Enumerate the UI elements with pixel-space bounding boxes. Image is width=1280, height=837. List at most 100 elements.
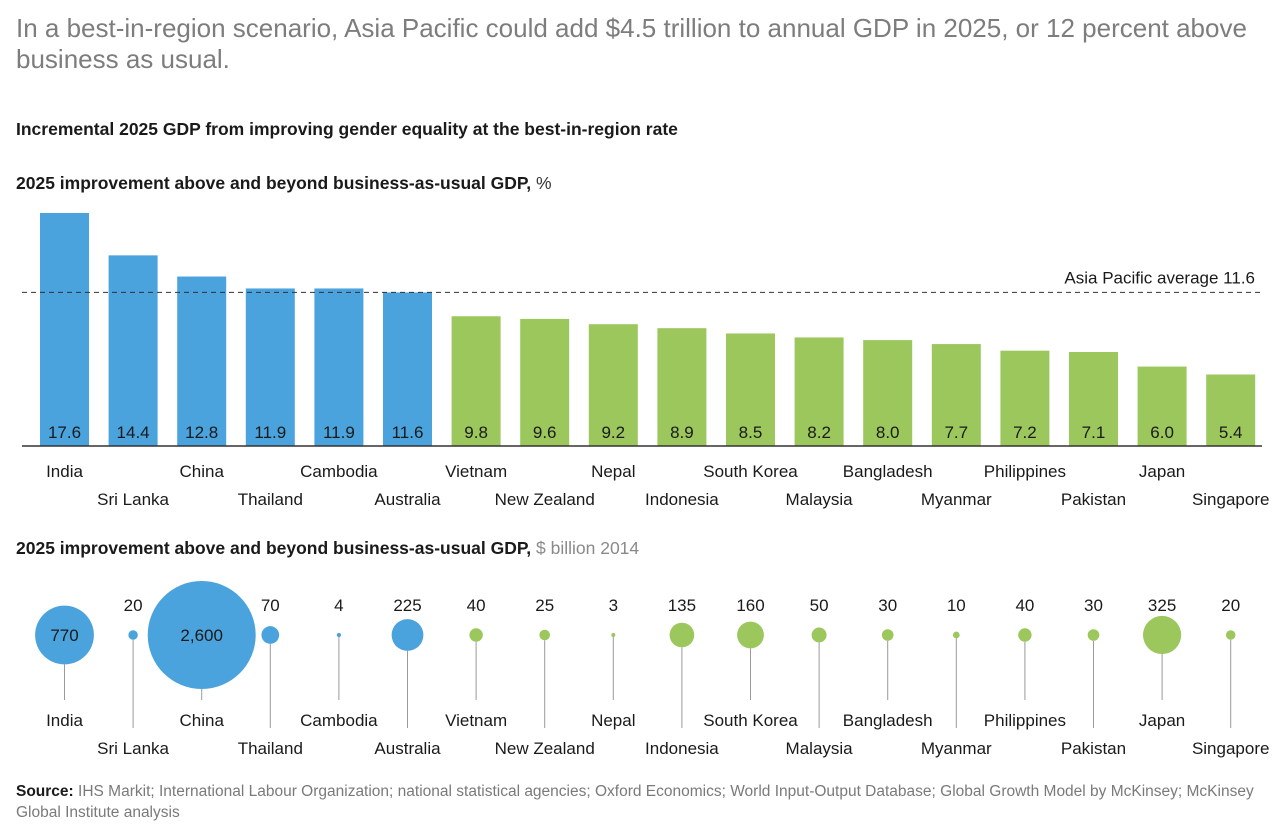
bubble-chart-title: 2025 improvement above and beyond busine… [16,538,639,559]
bar-myanmar [931,344,981,446]
source-label: Source: [16,783,74,800]
bubble-value-label-singapore: 20 [1221,596,1240,615]
bubble-value-label-south-korea: 160 [736,596,764,615]
bar-category-label-south-korea: South Korea [703,462,798,481]
bar-value-label-south-korea: 8.5 [739,423,763,442]
bubble-australia [391,619,424,651]
bubble-india [35,605,94,665]
bar-value-label-pakistan: 7.1 [1082,423,1106,442]
bubble-category-label-malaysia: Malaysia [786,739,854,758]
bubble-value-label-nepal: 3 [609,596,618,615]
bar-value-label-indonesia: 8.9 [670,423,694,442]
bar-vietnam [451,316,501,446]
bar-value-label-thailand: 11.9 [254,423,286,442]
bar-category-label-malaysia: Malaysia [786,490,854,509]
bar-japan [1137,366,1187,446]
bar-value-label-china: 12.8 [185,423,218,442]
bar-malaysia [794,337,844,446]
bubble-chart-unit: $ billion 2014 [536,538,640,558]
bar-new-zealand [520,318,570,446]
bar-thailand [245,288,295,446]
bar-indonesia [657,328,707,446]
bubble-nepal [611,633,616,637]
bubble-myanmar [952,631,960,639]
bubble-value-label-australia: 225 [393,596,421,615]
bubble-china [147,581,256,689]
bar-value-label-singapore: 5.4 [1219,423,1243,442]
bar-value-label-india: 17.6 [48,423,81,442]
bubble-category-label-sri-lanka: Sri Lanka [97,739,169,758]
bubble-new-zealand [539,629,550,641]
bubble-value-label-indonesia: 135 [668,596,696,615]
bar-category-label-nepal: Nepal [591,462,635,481]
bar-sri-lanka [108,255,158,446]
bubble-category-label-nepal: Nepal [591,711,635,730]
bubble-category-label-japan: Japan [1139,711,1185,730]
bar-pakistan [1069,352,1118,446]
bar-value-label-australia: 11.6 [392,423,424,442]
bar-value-label-myanmar: 7.7 [944,423,968,442]
bubble-sri-lanka [128,630,138,640]
chart-title: Incremental 2025 GDP from improving gend… [16,119,678,139]
bubble-category-label-philippines: Philippines [984,711,1066,730]
bar-australia [383,292,432,446]
bubble-category-label-myanmar: Myanmar [921,739,992,758]
bar-cambodia [314,288,364,446]
bar-value-label-bangladesh: 8.0 [876,423,900,442]
bar-value-label-vietnam: 9.8 [464,423,488,442]
bubble-category-label-cambodia: Cambodia [300,711,378,730]
bubble-category-label-vietnam: Vietnam [445,711,507,730]
bar-category-label-japan: Japan [1139,462,1185,481]
bubble-cambodia [336,632,342,638]
bubble-value-label-cambodia: 4 [334,596,343,615]
bubble-category-label-new-zealand: New Zealand [495,739,595,758]
bubble-malaysia [811,627,827,643]
bar-value-label-cambodia: 11.9 [323,423,355,442]
bubble-value-label-myanmar: 10 [947,596,966,615]
bar-category-label-thailand: Thailand [238,490,303,509]
bubble-category-label-singapore: Singapore [1192,739,1270,758]
bubble-south-korea [737,621,764,649]
bubble-value-label-vietnam: 40 [467,596,486,615]
bar-category-label-pakistan: Pakistan [1061,490,1126,509]
bubble-value-label-new-zealand: 25 [535,596,554,615]
bar-value-label-malaysia: 8.2 [807,423,831,442]
bar-india [40,213,89,446]
source-note: Source: IHS Markit; International Labour… [16,781,1266,823]
average-line-label: Asia Pacific average 11.6 [1064,268,1255,287]
bubble-value-label-india: 770 [50,626,78,645]
bar-category-label-vietnam: Vietnam [445,462,507,481]
bubble-category-label-south-korea: South Korea [703,711,798,730]
bubble-chart-title-text: 2025 improvement above and beyond busine… [16,538,532,558]
bubble-category-label-australia: Australia [374,739,441,758]
bubble-value-label-japan: 325 [1148,596,1176,615]
bubble-value-label-bangladesh: 30 [878,596,897,615]
bubble-value-label-malaysia: 50 [810,596,829,615]
bar-category-label-new-zealand: New Zealand [495,490,595,509]
bar-category-label-china: China [179,462,224,481]
bar-category-label-sri-lanka: Sri Lanka [97,490,169,509]
bar-category-label-singapore: Singapore [1192,490,1270,509]
source-text: IHS Markit; International Labour Organiz… [16,783,1254,821]
bar-singapore [1206,374,1256,446]
bubble-category-label-bangladesh: Bangladesh [843,711,933,730]
bubble-value-label-pakistan: 30 [1084,596,1103,615]
bubble-pakistan [1087,629,1100,641]
bar-philippines [1000,350,1050,446]
bar-value-label-japan: 6.0 [1150,423,1174,442]
bubble-value-label-philippines: 40 [1015,596,1034,615]
bar-value-label-new-zealand: 9.6 [533,423,557,442]
bar-bangladesh [863,340,913,446]
bubble-value-label-china: 2,600 [180,626,223,645]
bar-nepal [588,324,638,446]
bubble-vietnam [469,628,483,642]
bubble-indonesia [669,622,695,648]
bar-south-korea [726,333,775,446]
bar-china [177,276,227,446]
bar-value-label-nepal: 9.2 [601,423,625,442]
bar-category-label-myanmar: Myanmar [921,490,992,509]
bubble-category-label-india: India [46,711,83,730]
bubble-thailand [261,626,280,644]
bar-category-label-cambodia: Cambodia [300,462,378,481]
bar-chart-unit: % [536,173,552,193]
